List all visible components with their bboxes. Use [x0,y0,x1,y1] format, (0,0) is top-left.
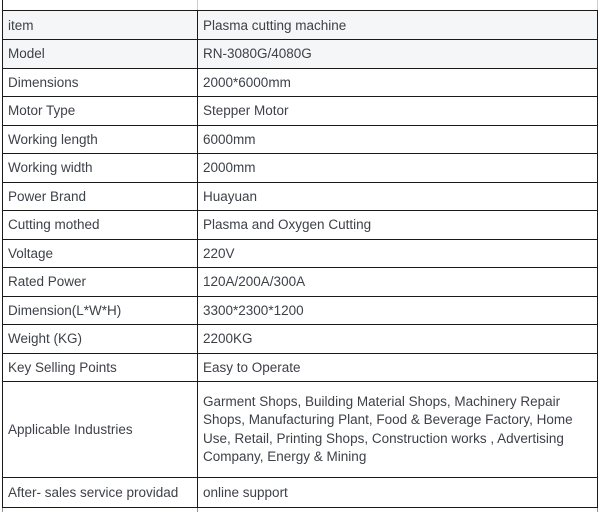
top-right-border-line [597,0,598,10]
label-text: Dimensions [8,74,79,90]
table-row-key-selling-points: Key Selling Points Easy to Operate [3,353,597,382]
label-text: Working length [8,131,98,147]
table-row-voltage: Voltage 220V [3,239,597,268]
row-value: 2000mm [198,154,597,182]
row-value-line: Garment Shops, Building Material Shops, … [203,393,561,409]
table-row-motor-type: Motor Type Stepper Motor [3,97,597,126]
row-value: Stepper Motor [198,97,597,125]
label-text: Key Selling Points [8,359,117,375]
label-text: item [8,17,34,33]
label-text: Cutting mothed [8,217,100,233]
label-text: Applicable Industries [8,422,133,437]
value-text: 2200KG [203,331,253,347]
row-label: Voltage [3,239,198,267]
label-text: After- sales service providad [8,485,179,500]
row-value-line: Use, Retail, Printing Shops, Constructio… [203,430,564,446]
table-row-applicable-industries: Applicable Industries Garment Shops, Bui… [3,382,597,478]
value-text: Easy to Operate [203,359,301,375]
label-text: Motor Type [8,103,76,119]
table-row-model: Model RN-3080G/4080G [3,40,597,69]
value-text: 220V [203,245,235,261]
label-text: Weight (KG) [8,331,83,347]
table-row-after-sales-service: After- sales service providad online sup… [3,478,597,507]
row-value: Plasma and Oxygen Cutting [198,211,597,239]
row-label: Motor Type [3,97,198,125]
row-value: Plasma cutting machine [198,11,597,39]
row-label: Dimension(L*W*H) [3,296,198,324]
table-row-cutting-method: Cutting mothed Plasma and Oxygen Cutting [3,211,597,240]
row-label: Weight (KG) [3,325,198,353]
row-label: Working width [3,154,198,182]
row-label: Model [3,40,198,68]
spec-table: item Plasma cutting machine Model RN-308… [2,10,598,508]
bottom-left-border-line [2,508,3,512]
value-text: Stepper Motor [203,103,289,119]
value-text: 2000*6000mm [203,74,291,90]
table-row-item: item Plasma cutting machine [3,11,597,40]
bottom-right-border-line [597,508,598,512]
row-label: Dimensions [3,68,198,96]
top-column-divider-line [197,0,198,10]
row-value: RN-3080G/4080G [198,40,597,68]
row-value: 3300*2300*1200 [198,297,597,325]
row-label: Rated Power [3,268,198,296]
value-text: 120A/200A/300A [203,274,306,290]
row-label: Cutting mothed [3,211,198,239]
value-text: RN-3080G/4080G [203,46,312,62]
row-label: Key Selling Points [3,353,198,381]
row-value-line: Company, Energy & Mining [203,449,367,464]
label-text: Voltage [8,245,54,261]
value-text: 3300*2300*1200 [203,302,304,318]
row-value: Garment Shops, Building Material Shops, … [198,382,597,477]
table-row-dimension-lwh: Dimension(L*W*H) 3300*2300*1200 [3,296,597,325]
row-label: Working length [3,125,198,153]
row-value: 2000*6000mm [198,69,597,97]
value-text: Huayuan [203,188,258,204]
row-value: 220V [198,240,597,268]
row-value-line: Shops, Manufacturing Plant, Food & Bever… [203,412,573,427]
row-value: online support [198,478,597,507]
table-row-power-brand: Power Brand Huayuan [3,182,597,211]
table-row-working-length: Working length 6000mm [3,125,597,154]
label-text: Rated Power [8,274,87,290]
row-value: Huayuan [198,183,597,211]
value-text: 2000mm [203,160,256,176]
table-row-rated-power: Rated Power 120A/200A/300A [3,268,597,297]
row-value: 2200KG [198,325,597,353]
bottom-column-divider-line [197,508,198,512]
value-text: online support [203,485,288,500]
row-value: Easy to Operate [198,354,597,382]
label-text: Power Brand [8,188,87,204]
table-row-weight: Weight (KG) 2200KG [3,325,597,354]
row-value: 120A/200A/300A [198,268,597,296]
value-text: 6000mm [203,131,256,147]
label-text: Model [8,46,45,62]
row-label: Applicable Industries [3,382,198,477]
value-text: Plasma and Oxygen Cutting [203,217,372,233]
label-text: Working width [8,160,93,176]
table-row-working-width: Working width 2000mm [3,154,597,183]
row-label: Power Brand [3,182,198,210]
top-left-border-line [2,0,3,10]
table-row-dimensions: Dimensions 2000*6000mm [3,68,597,97]
value-text: Plasma cutting machine [203,17,347,33]
row-label: item [3,11,198,39]
row-label: After- sales service providad [3,478,198,507]
label-text: Dimension(L*W*H) [8,302,122,318]
row-value: 6000mm [198,126,597,154]
